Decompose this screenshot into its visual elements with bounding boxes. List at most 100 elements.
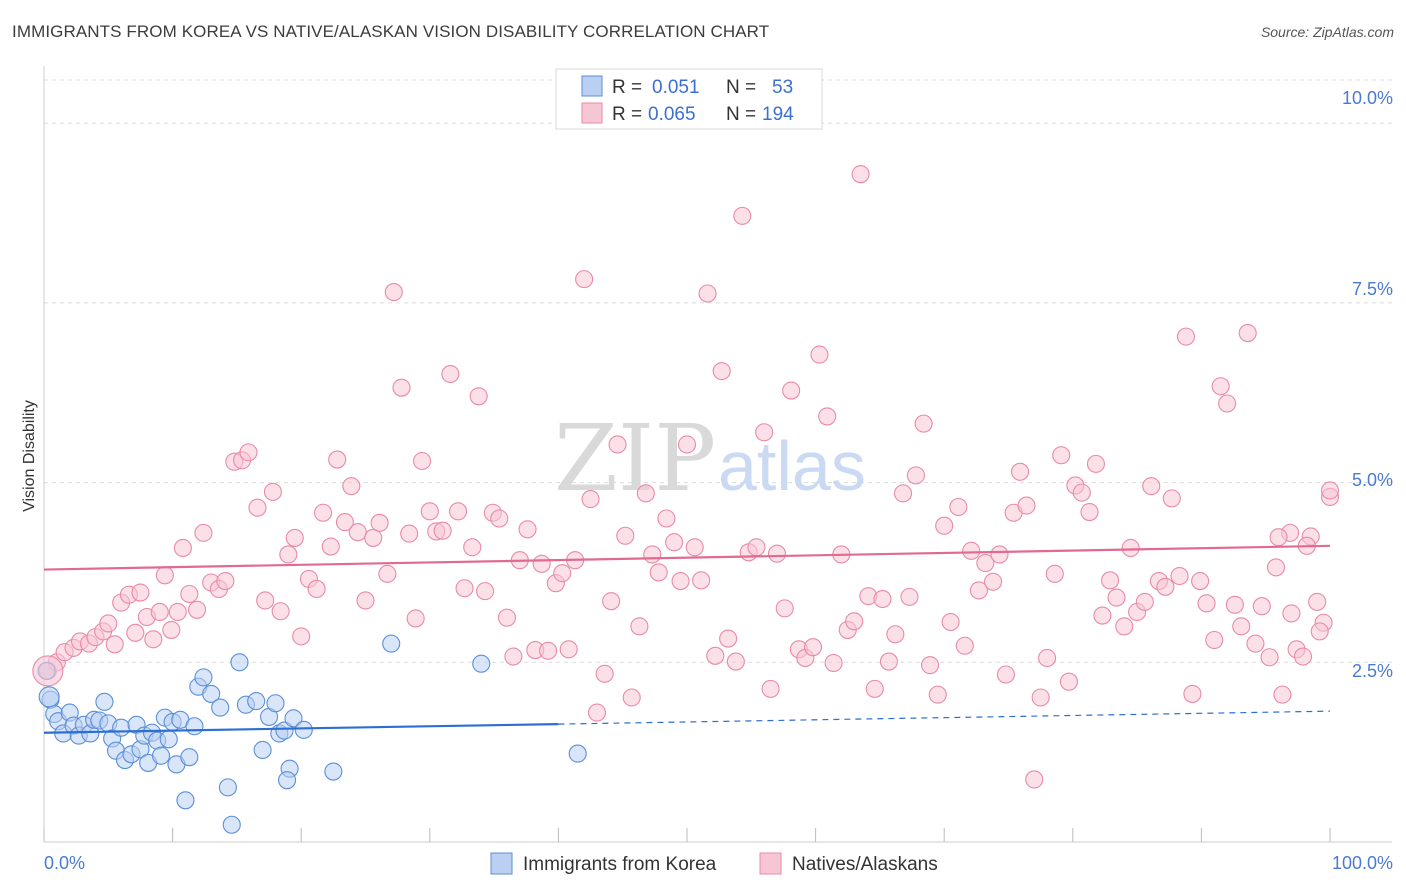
korea-point	[180, 748, 199, 767]
korea-point	[159, 730, 178, 749]
native-point	[879, 652, 898, 671]
native-point	[665, 533, 684, 552]
data-points	[32, 165, 1340, 834]
series-legend: Immigrants from Korea Natives/Alaskans	[490, 852, 938, 875]
native-point	[356, 591, 375, 610]
native-point	[1045, 564, 1064, 583]
native-point	[378, 564, 397, 583]
native-trend-line	[43, 544, 1331, 571]
korea-trend-line	[43, 723, 559, 734]
native-point	[1308, 592, 1327, 611]
native-point	[726, 652, 745, 671]
native-point	[755, 423, 774, 442]
native-point	[364, 528, 383, 547]
native-point	[131, 583, 150, 602]
korea-point	[278, 771, 297, 790]
native-point	[504, 647, 523, 666]
korea-point	[266, 694, 285, 713]
native-point	[803, 638, 823, 657]
native-point	[643, 545, 662, 564]
native-point	[1266, 558, 1286, 577]
native-point	[595, 664, 614, 683]
native-point	[271, 602, 290, 621]
native-point	[384, 283, 403, 302]
native-point	[692, 571, 711, 590]
native-point	[248, 498, 267, 517]
native-point	[463, 538, 482, 557]
native-point	[1011, 462, 1030, 481]
korea-point	[284, 709, 303, 728]
native-point	[1121, 538, 1140, 558]
native-point	[105, 635, 124, 654]
bottom-legend-label-pink: Natives/Alaskans	[792, 854, 938, 875]
native-point	[150, 602, 169, 622]
native-point	[180, 584, 199, 604]
korea-point	[230, 653, 249, 672]
x-tick-label-max: 100.0%	[1332, 853, 1393, 873]
native-point	[996, 665, 1015, 684]
y-tick-label-5-0: 5.0%	[1352, 470, 1393, 490]
native-point	[941, 612, 960, 632]
korea-point	[95, 692, 114, 711]
native-point	[747, 538, 766, 557]
native-point	[733, 206, 752, 225]
native-point	[1059, 672, 1078, 691]
native-point	[144, 630, 163, 649]
native-point-large	[32, 655, 64, 687]
native-point	[608, 435, 627, 454]
native-point	[328, 450, 347, 469]
legend-n-value-pink: 194	[762, 104, 794, 125]
native-point	[539, 641, 558, 660]
native-point	[433, 521, 452, 540]
native-point	[1072, 483, 1091, 502]
native-point	[400, 524, 419, 543]
native-point	[518, 520, 537, 539]
native-point	[99, 614, 118, 633]
korea-point	[176, 791, 195, 810]
legend-n-label-blue: N =	[726, 77, 756, 98]
native-point	[392, 378, 411, 397]
native-point	[1197, 594, 1216, 613]
native-point	[1170, 566, 1189, 586]
korea-point	[112, 718, 131, 737]
native-point	[1052, 446, 1071, 465]
native-point	[279, 545, 298, 564]
native-point	[636, 484, 655, 503]
native-point	[1101, 571, 1120, 590]
korea-point	[202, 684, 221, 703]
native-point	[712, 362, 731, 381]
legend-swatch-pink	[581, 102, 603, 124]
native-point	[420, 502, 439, 521]
native-point	[1273, 685, 1292, 704]
native-point	[935, 516, 954, 535]
native-point	[216, 572, 235, 591]
korea-point	[253, 740, 272, 760]
legend-swatch-blue	[581, 75, 603, 97]
watermark-zip: ZIP	[554, 405, 716, 512]
chart-title: IMMIGRANTS FROM KOREA VS NATIVE/ALASKAN …	[12, 22, 770, 41]
native-point	[906, 466, 925, 485]
native-point	[775, 599, 794, 618]
native-point	[1093, 606, 1112, 625]
native-point	[1260, 648, 1279, 667]
korea-point	[194, 668, 213, 687]
native-point	[476, 582, 495, 601]
native-point	[1086, 454, 1105, 473]
native-point	[685, 538, 704, 557]
native-point	[969, 581, 988, 600]
native-point	[314, 503, 333, 522]
native-point	[1162, 489, 1181, 508]
watermark: ZIP atlas	[554, 405, 866, 512]
native-point	[719, 629, 738, 648]
native-point	[490, 509, 509, 528]
native-point	[1282, 604, 1301, 623]
native-point	[532, 554, 551, 573]
native-point	[1225, 595, 1244, 614]
stats-legend: R = 0.051 N = 53 R = 0.065 N = 194	[555, 68, 823, 130]
native-point	[348, 523, 367, 542]
native-point	[406, 609, 425, 628]
native-point	[1320, 481, 1340, 500]
native-point	[292, 627, 311, 646]
native-point	[1031, 688, 1050, 707]
